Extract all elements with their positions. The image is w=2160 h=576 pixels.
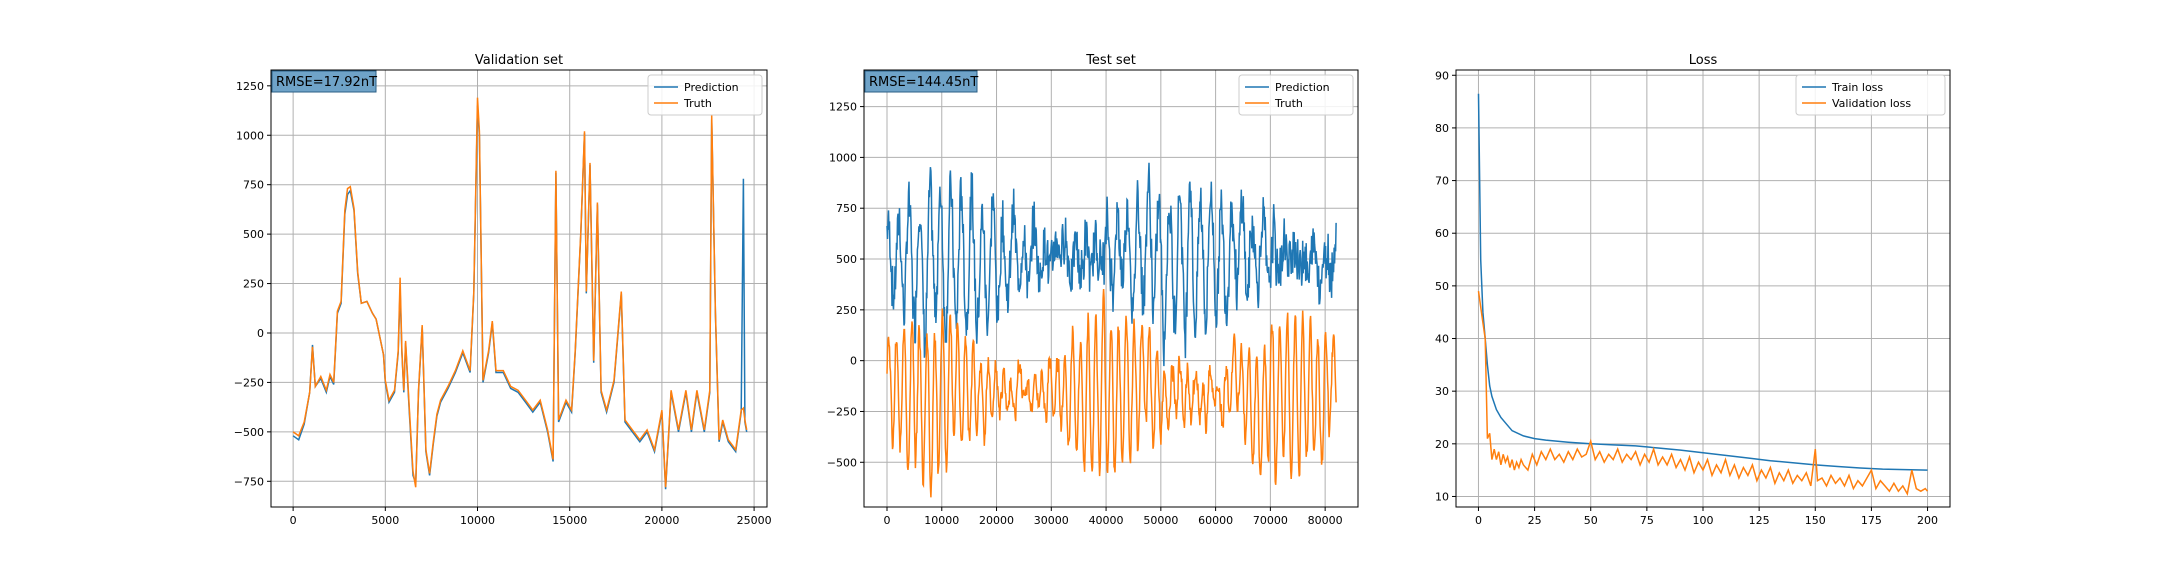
gridlines xyxy=(1456,70,1950,507)
rmse-annotation: RMSE=17.92nT xyxy=(271,70,377,93)
gridlines xyxy=(271,70,767,507)
x-tick-label: 0 xyxy=(290,514,297,527)
y-tick-label: 10 xyxy=(1435,490,1449,503)
y-tick-label: 0 xyxy=(257,327,264,340)
x-tick-label: 20000 xyxy=(644,514,679,527)
x-tick-label: 20000 xyxy=(979,514,1014,527)
y-tick-label: 250 xyxy=(243,278,264,291)
chart-title: Validation set xyxy=(475,53,563,68)
y-tick-label: 80 xyxy=(1435,122,1449,135)
rmse-label: RMSE=144.45nT xyxy=(869,75,978,90)
validation-set-chart: 0 5000 10000 15000 20000 25000 −750 −500 −250 0 25… xyxy=(234,53,772,527)
x-tick-label: 80000 xyxy=(1308,514,1343,527)
x-tick-label: 5000 xyxy=(371,514,399,527)
x-tick-label: 40000 xyxy=(1089,514,1124,527)
y-tick-label: 0 xyxy=(850,355,857,368)
y-tick-label: 90 xyxy=(1435,69,1449,82)
legend-frame xyxy=(1238,74,1354,116)
rmse-box xyxy=(864,70,978,93)
y-tick-label: −500 xyxy=(234,426,264,439)
legend-entry: Prediction xyxy=(1275,81,1330,94)
series-line-truth xyxy=(886,289,1337,498)
y-tick-label: 1000 xyxy=(829,151,857,164)
y-tick-label: −750 xyxy=(234,475,264,488)
legend-frame xyxy=(1795,74,1946,116)
x-tick-label: 150 xyxy=(1805,514,1826,527)
y-tick-label: 750 xyxy=(243,179,264,192)
y-tick-label: −250 xyxy=(827,405,857,418)
x-tick-label: 30000 xyxy=(1034,514,1069,527)
plot-frame xyxy=(863,69,1359,508)
x-tick-label: 70000 xyxy=(1253,514,1288,527)
x-tick-label: 10000 xyxy=(924,514,959,527)
series-line-truth xyxy=(292,97,748,488)
x-tick-label: 0 xyxy=(1475,514,1482,527)
y-tick-label: 20 xyxy=(1435,438,1449,451)
x-tick-label: 10000 xyxy=(460,514,495,527)
rmse-label: RMSE=17.92nT xyxy=(276,75,377,90)
x-tick-label: 200 xyxy=(1917,514,1938,527)
y-tick-label: 60 xyxy=(1435,227,1449,240)
legend-entry: Truth xyxy=(1274,97,1303,110)
x-tick-label: 75 xyxy=(1640,514,1654,527)
y-tick-label: 30 xyxy=(1435,385,1449,398)
series-line-prediction xyxy=(886,162,1337,367)
y-tick-label: 500 xyxy=(836,253,857,266)
y-tick-label: 750 xyxy=(836,202,857,215)
legend-entry: Train loss xyxy=(1831,81,1883,94)
series-line-validation-loss xyxy=(1477,290,1929,496)
y-tick-label: 1250 xyxy=(236,80,264,93)
y-tick-label: 40 xyxy=(1435,333,1449,346)
x-tick-label: 60000 xyxy=(1198,514,1233,527)
legend-frame xyxy=(647,74,763,116)
legend: Prediction Truth xyxy=(1238,74,1354,116)
x-tick-label: 175 xyxy=(1861,514,1882,527)
y-tick-label: 50 xyxy=(1435,280,1449,293)
rmse-annotation: RMSE=144.45nT xyxy=(864,70,978,93)
legend: Train loss Validation loss xyxy=(1795,74,1946,116)
x-tick-label: 50 xyxy=(1584,514,1598,527)
y-tick-label: 70 xyxy=(1435,175,1449,188)
rmse-box xyxy=(271,70,377,93)
y-tick-label: −500 xyxy=(827,456,857,469)
x-tick-label: 25 xyxy=(1528,514,1542,527)
y-tick-label: 250 xyxy=(836,304,857,317)
loss-chart: 0 25 50 75 100 125 150 175 200 10 20 30 40 50 60 70 80 90… xyxy=(1435,53,1951,527)
legend-entry: Validation loss xyxy=(1832,97,1911,110)
x-tick-label: 125 xyxy=(1749,514,1770,527)
y-tick-label: 1250 xyxy=(829,101,857,114)
x-tick-label: 25000 xyxy=(737,514,772,527)
x-tick-label: 15000 xyxy=(552,514,587,527)
x-tick-label: 100 xyxy=(1693,514,1714,527)
plot-frame xyxy=(270,69,768,508)
legend-entry: Truth xyxy=(683,97,712,110)
y-tick-label: 1000 xyxy=(236,129,264,142)
legend: Prediction Truth xyxy=(647,74,763,116)
y-tick-label: 500 xyxy=(243,228,264,241)
x-tick-label: 0 xyxy=(884,514,891,527)
legend-entry: Prediction xyxy=(684,81,739,94)
chart-title: Loss xyxy=(1689,53,1718,68)
x-tick-label: 50000 xyxy=(1143,514,1178,527)
chart-title: Test set xyxy=(1085,53,1136,68)
test-set-chart: 0 10000 20000 30000 40000 50000 60000 70000 8000… xyxy=(827,53,1359,527)
y-tick-label: −250 xyxy=(234,376,264,389)
